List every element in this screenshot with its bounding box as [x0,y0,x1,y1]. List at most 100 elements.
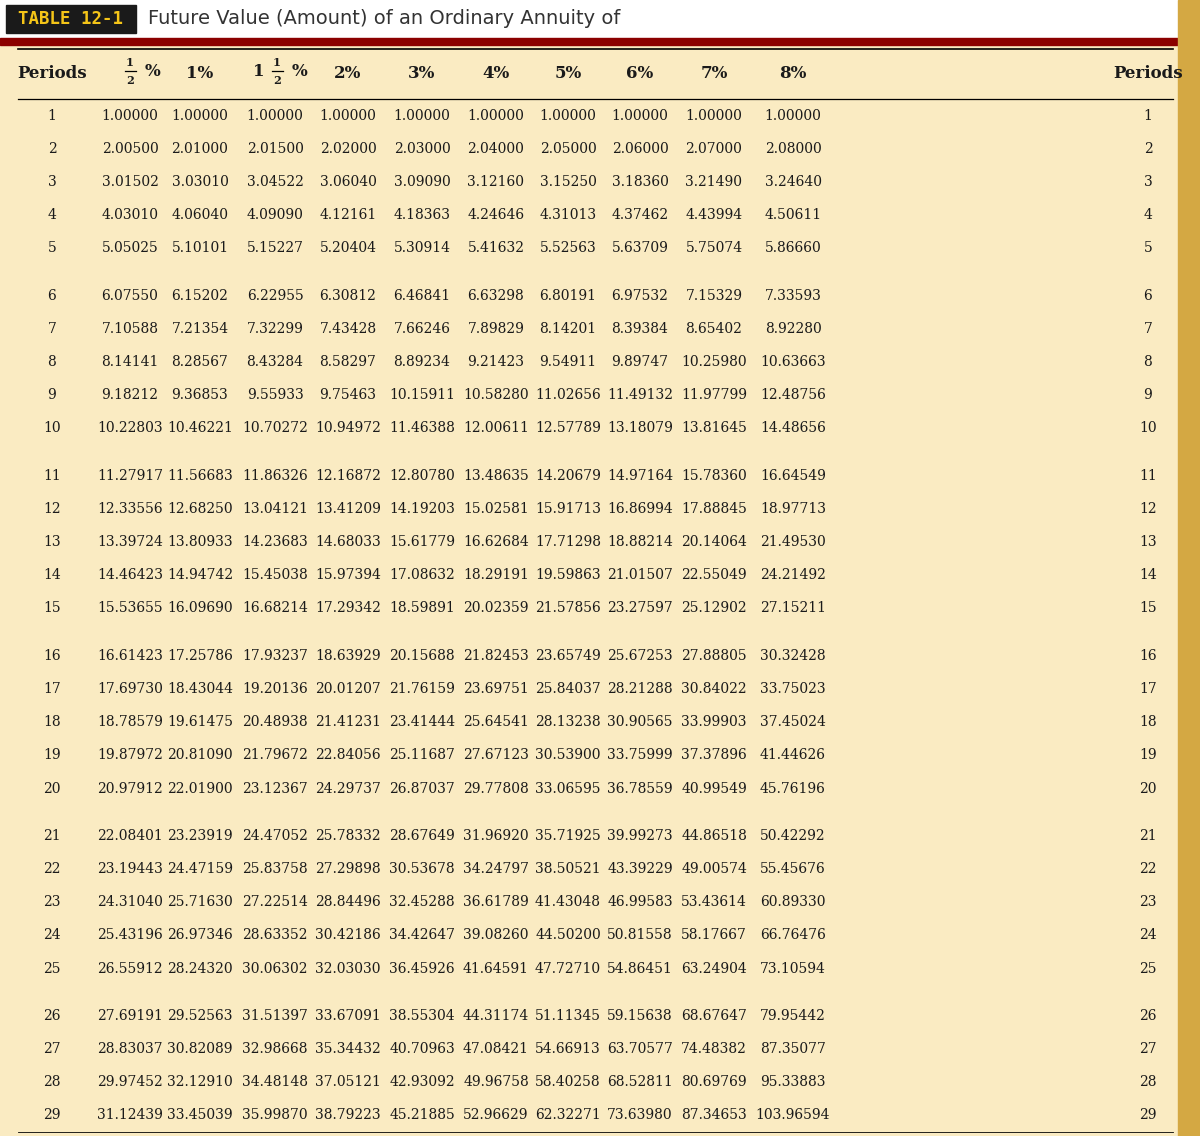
Text: 26.55912: 26.55912 [97,961,163,976]
Text: 14.19203: 14.19203 [389,502,455,516]
Text: 24.47052: 24.47052 [242,829,308,843]
Text: 28: 28 [1139,1075,1157,1089]
Text: 1.00000: 1.00000 [685,109,743,123]
Text: 27.88805: 27.88805 [682,649,746,662]
Text: 1.00000: 1.00000 [540,109,596,123]
Text: 28.24320: 28.24320 [167,961,233,976]
Text: 23.12367: 23.12367 [242,782,308,795]
Text: 2.02000: 2.02000 [319,142,377,156]
Text: 14.46423: 14.46423 [97,568,163,583]
Text: 14.94742: 14.94742 [167,568,233,583]
Text: 14: 14 [43,568,61,583]
Text: 12.00611: 12.00611 [463,421,529,435]
Text: 8.14201: 8.14201 [540,321,596,336]
Text: 29.52563: 29.52563 [167,1009,233,1022]
Text: 5.15227: 5.15227 [246,242,304,256]
Text: 12.48756: 12.48756 [760,389,826,402]
Text: 35.99870: 35.99870 [242,1109,308,1122]
Text: 8.92280: 8.92280 [764,321,821,336]
Text: 11.27917: 11.27917 [97,469,163,483]
Text: 5%: 5% [554,65,582,82]
Text: 6.15202: 6.15202 [172,289,228,302]
Text: 63.24904: 63.24904 [682,961,746,976]
Text: 28.63352: 28.63352 [242,928,307,943]
Text: 27.22514: 27.22514 [242,895,308,909]
Text: 16.09690: 16.09690 [167,601,233,616]
Text: 8.14141: 8.14141 [101,356,158,369]
Text: 1.00000: 1.00000 [246,109,304,123]
Text: 1: 1 [48,109,56,123]
Text: 10.15911: 10.15911 [389,389,455,402]
Text: 8.39384: 8.39384 [612,321,668,336]
Text: 12: 12 [43,502,61,516]
Text: 11.86326: 11.86326 [242,469,308,483]
Text: 26.97346: 26.97346 [167,928,233,943]
Text: 40.70963: 40.70963 [389,1042,455,1056]
Text: 5.30914: 5.30914 [394,242,450,256]
Text: 17.08632: 17.08632 [389,568,455,583]
Text: 30.84022: 30.84022 [682,682,746,696]
Text: 11.46388: 11.46388 [389,421,455,435]
Text: 7.10588: 7.10588 [102,321,158,336]
Text: 1.00000: 1.00000 [612,109,668,123]
Text: 4.12161: 4.12161 [319,208,377,223]
Text: 39.08260: 39.08260 [463,928,529,943]
Text: 7: 7 [1144,321,1152,336]
Text: 17: 17 [43,682,61,696]
Text: 18.97713: 18.97713 [760,502,826,516]
Text: 7.89829: 7.89829 [468,321,524,336]
Text: 22.01900: 22.01900 [167,782,233,795]
Text: 22.55049: 22.55049 [682,568,746,583]
Text: 1.00000: 1.00000 [468,109,524,123]
Text: 73.10594: 73.10594 [760,961,826,976]
Text: 36.45926: 36.45926 [389,961,455,976]
Text: 30.06302: 30.06302 [242,961,307,976]
Text: 6.22955: 6.22955 [247,289,304,302]
Text: 5: 5 [1144,242,1152,256]
Text: 24.21492: 24.21492 [760,568,826,583]
Text: 17.71298: 17.71298 [535,535,601,549]
Text: 9: 9 [1144,389,1152,402]
Text: 1: 1 [1144,109,1152,123]
Text: 15: 15 [1139,601,1157,616]
Text: 20.01207: 20.01207 [316,682,380,696]
Text: 1.00000: 1.00000 [319,109,377,123]
Text: 3: 3 [1144,175,1152,189]
Text: 2.04000: 2.04000 [468,142,524,156]
Text: 10.46221: 10.46221 [167,421,233,435]
Text: 20.48938: 20.48938 [242,716,308,729]
Text: 33.99903: 33.99903 [682,716,746,729]
Text: 4.09090: 4.09090 [246,208,304,223]
Text: 10: 10 [43,421,61,435]
Text: 66.76476: 66.76476 [760,928,826,943]
Text: 13.18079: 13.18079 [607,421,673,435]
Text: 5.20404: 5.20404 [319,242,377,256]
Text: 30.53900: 30.53900 [535,749,601,762]
Text: 29: 29 [1139,1109,1157,1122]
Text: 25: 25 [1139,961,1157,976]
Text: 14.23683: 14.23683 [242,535,308,549]
Text: 1.00000: 1.00000 [764,109,822,123]
Text: 29.97452: 29.97452 [97,1075,163,1089]
Text: 23.19443: 23.19443 [97,862,163,876]
Text: 10: 10 [1139,421,1157,435]
Text: 10.58280: 10.58280 [463,389,529,402]
Text: 10.22803: 10.22803 [97,421,163,435]
Text: 8.43284: 8.43284 [246,356,304,369]
Text: 6%: 6% [626,65,654,82]
Bar [6,5,136,33]
Text: 55.45676: 55.45676 [760,862,826,876]
Text: %: % [292,62,307,80]
Text: 4.18363: 4.18363 [394,208,450,223]
Text: 2.01000: 2.01000 [172,142,228,156]
Text: 13.41209: 13.41209 [316,502,380,516]
Text: 16.62684: 16.62684 [463,535,529,549]
Text: 21.01507: 21.01507 [607,568,673,583]
Text: 14: 14 [1139,568,1157,583]
Text: 25.12902: 25.12902 [682,601,746,616]
Text: 25.67253: 25.67253 [607,649,673,662]
Text: 6.97532: 6.97532 [612,289,668,302]
Text: Future Value (Amount) of an Ordinary Annuity of: Future Value (Amount) of an Ordinary Ann… [148,9,620,28]
Text: 21.79672: 21.79672 [242,749,308,762]
Text: 5.41632: 5.41632 [468,242,524,256]
